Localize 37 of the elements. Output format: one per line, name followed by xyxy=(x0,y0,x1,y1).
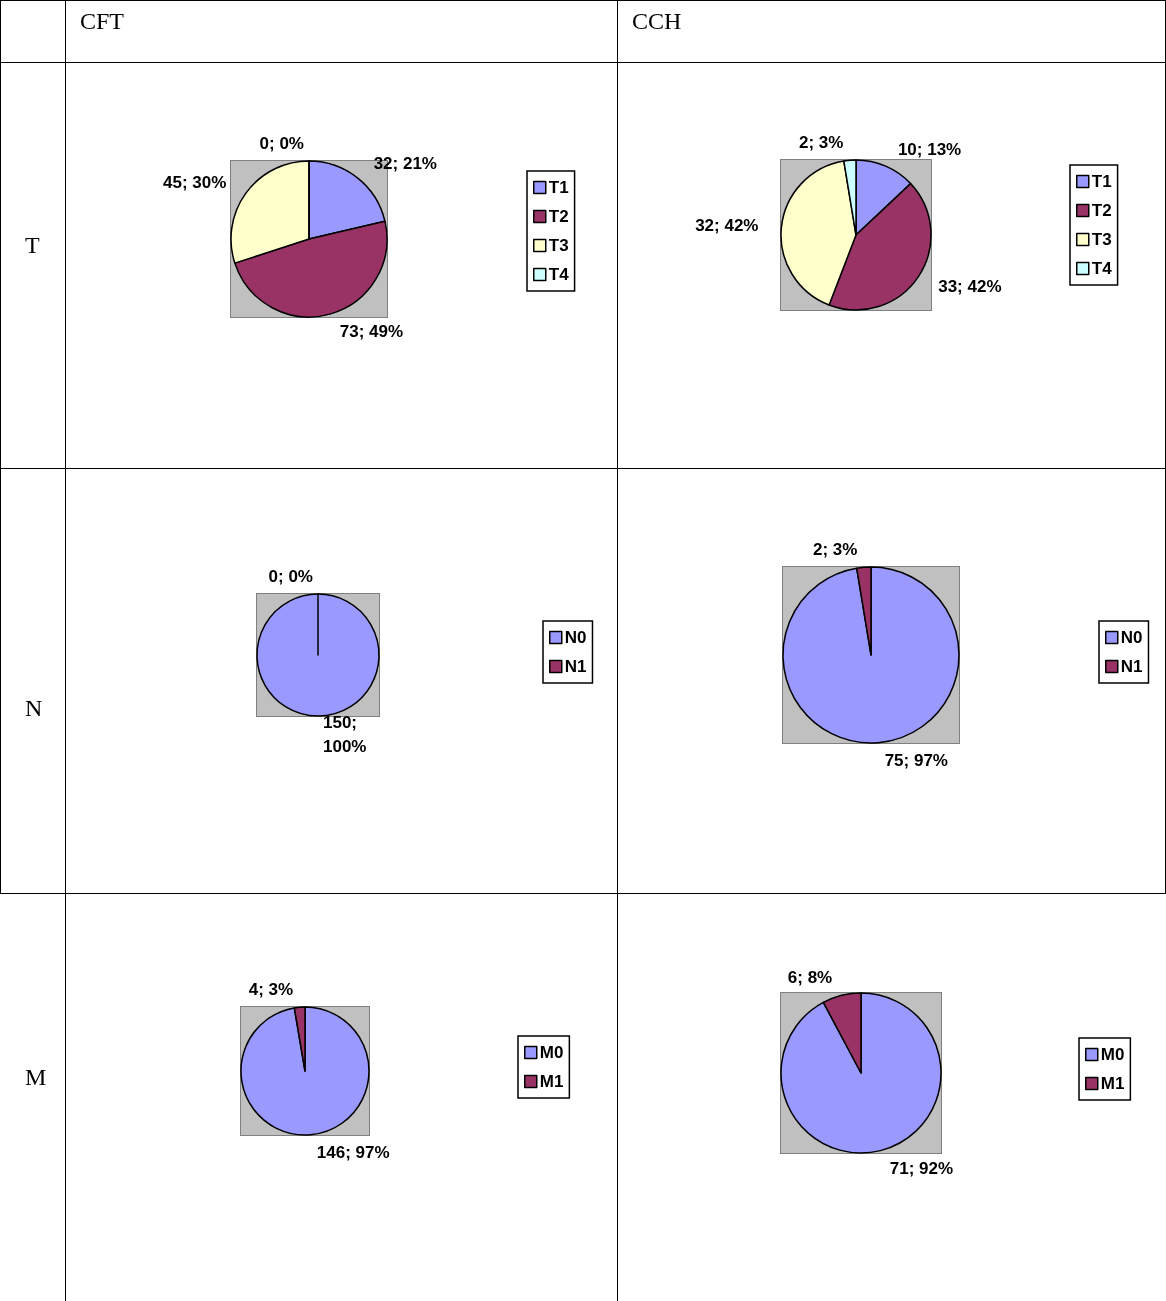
data-label: 75; 97% xyxy=(884,751,948,771)
data-label: 33; 42% xyxy=(938,277,1002,297)
legend-label: N1 xyxy=(564,657,587,676)
text: M xyxy=(25,1064,47,1091)
text: CFT xyxy=(80,8,125,35)
legend-label: T4 xyxy=(1091,259,1113,278)
data-label: 2; 3% xyxy=(799,132,844,152)
legend-label: T3 xyxy=(1091,230,1112,249)
legend-label: N0 xyxy=(564,628,587,647)
text: N xyxy=(25,695,43,722)
legend-label: M0 xyxy=(1100,1045,1125,1064)
data-label: 4; 3% xyxy=(248,979,294,999)
legend-label: T4 xyxy=(548,265,570,284)
data-label: 6; 8% xyxy=(787,968,833,988)
data-label: 32; 21% xyxy=(373,154,437,174)
text: T xyxy=(25,232,40,259)
legend-label: N1 xyxy=(1120,657,1143,676)
legend-label: T2 xyxy=(548,207,569,226)
legend-label: M1 xyxy=(1100,1074,1125,1093)
legend-label: M0 xyxy=(539,1043,564,1062)
data-label: 45; 30% xyxy=(163,173,227,193)
legend-label: T1 xyxy=(548,178,569,197)
text: 0; 0% xyxy=(268,566,313,586)
data-label: 32; 42% xyxy=(695,216,759,236)
text: CCH xyxy=(632,8,682,35)
data-label: 146; 97% xyxy=(316,1143,390,1163)
legend-label: T2 xyxy=(1091,201,1112,220)
legend-label: T1 xyxy=(1091,172,1112,191)
data-label: 150; 100% xyxy=(323,712,367,756)
legend-label: T3 xyxy=(548,236,569,255)
legend-label: M1 xyxy=(539,1072,564,1091)
data-label: 73; 49% xyxy=(339,321,404,341)
data-label: 10; 13% xyxy=(897,140,962,160)
data-label: 2; 3% xyxy=(812,539,858,559)
legend-label: N0 xyxy=(1120,628,1143,647)
text: 0; 0% xyxy=(259,133,304,153)
data-label: 71; 92% xyxy=(889,1158,954,1178)
